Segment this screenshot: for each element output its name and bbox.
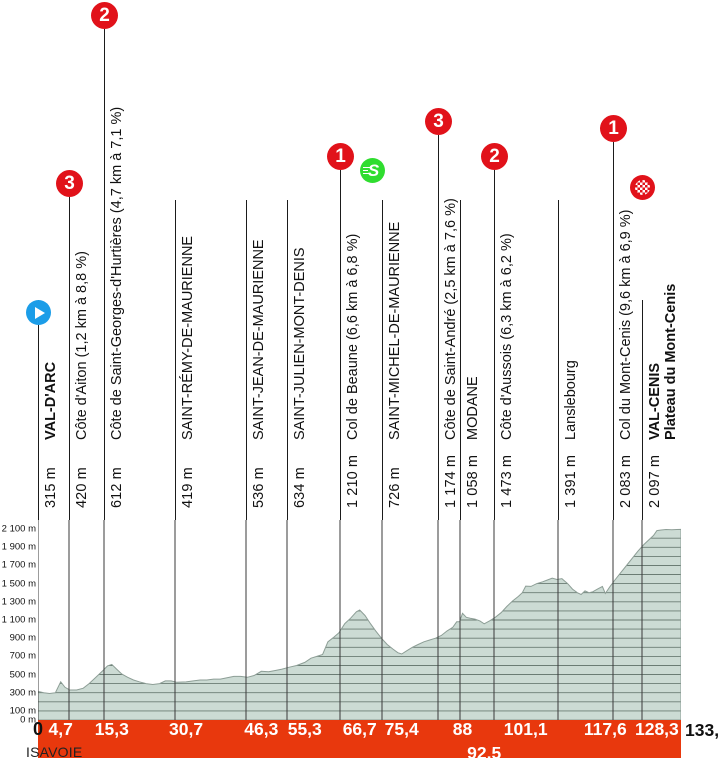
point-name: Col du Mont-Cenis (9,6 km à 6,9 %) xyxy=(618,209,634,440)
point-tick-line xyxy=(558,200,559,520)
x-axis-tick-label: 55,3 xyxy=(287,719,322,739)
x-axis-tick-label: 46,3 xyxy=(244,719,279,739)
elevation-chart: 0 m 100 m 300 m 500 m 700 m 900 m 1 100 m 1 300… xyxy=(0,520,719,768)
point-altitude: 2 097 m xyxy=(647,454,663,508)
climb-category-badge-2: 2 xyxy=(91,2,118,29)
point-tick-line xyxy=(438,135,439,520)
point-altitude: 1 210 m xyxy=(345,454,361,508)
y-axis-tick-label: 1 300 m xyxy=(1,596,36,608)
profile-svg xyxy=(38,520,681,720)
point-name: SAINT-JULIEN-MONT-DENIS xyxy=(292,247,308,440)
point-altitude: 1 473 m xyxy=(499,454,515,508)
x-axis-tick-label: 92,5 xyxy=(467,743,502,763)
profile-plot xyxy=(38,520,681,720)
point-altitude: 2 083 m xyxy=(618,454,634,508)
climb-category-badge-3: 3 xyxy=(425,108,452,135)
y-axis-tick-label: 2 100 m xyxy=(1,523,36,535)
x-axis-tick-label: 30,7 xyxy=(169,719,204,739)
x-axis-total-distance: 133,3 km xyxy=(685,720,719,740)
x-axis-tick-label: 117,6 xyxy=(583,719,627,739)
point-tick-line xyxy=(340,170,341,520)
point-altitude: 1 058 m xyxy=(465,454,481,508)
point-name: Côte d'Aussois (6,3 km à 6,2 %) xyxy=(499,233,515,440)
y-axis-tick-label: 1 900 m xyxy=(1,541,36,553)
point-name: VAL-CENIS xyxy=(647,362,663,440)
y-axis-tick-label: 100 m xyxy=(9,705,36,717)
point-name: Col de Beaune (6,6 km à 6,8 %) xyxy=(345,233,361,440)
point-name: Côte de Saint-Georges-d'Hurtières (4,7 k… xyxy=(109,106,125,440)
point-tick-line xyxy=(494,170,495,520)
point-tick-line xyxy=(382,200,383,520)
y-axis-tick-label: 1 700 m xyxy=(1,559,36,571)
point-altitude: 420 m xyxy=(74,467,90,508)
credit-label: ISAVOIE xyxy=(26,744,83,760)
stage-start-icon xyxy=(26,300,51,325)
intermediate-sprint-icon: S xyxy=(360,158,385,183)
x-axis-tick-label: 4,7 xyxy=(48,719,73,739)
point-name: SAINT-JEAN-DE-MAURIENNE xyxy=(251,239,267,440)
y-axis-tick-label: 1 500 m xyxy=(1,578,36,590)
point-name: VAL-D'ARC xyxy=(43,361,59,440)
climb-category-badge-3: 3 xyxy=(56,170,83,197)
y-axis-tick-label: 900 m xyxy=(9,632,36,644)
point-tick-line xyxy=(69,197,70,520)
point-altitude: 1 174 m xyxy=(443,454,459,508)
climb-category-badge-2: 2 xyxy=(481,143,508,170)
distance-axis-bar xyxy=(38,720,681,758)
point-name: SAINT-MICHEL-DE-MAURIENNE xyxy=(387,221,403,440)
x-axis-tick-label: 88 xyxy=(452,719,473,739)
point-altitude: 612 m xyxy=(109,467,125,508)
point-tick-line xyxy=(246,200,247,520)
point-tick-line xyxy=(175,200,176,520)
stage-finish-icon xyxy=(630,175,655,200)
point-altitude: 634 m xyxy=(292,467,308,508)
point-tick-line xyxy=(460,200,461,520)
x-axis-tick-label: 101,1 xyxy=(503,719,548,739)
point-tick-line xyxy=(613,142,614,520)
climb-category-badge-1: 1 xyxy=(600,115,627,142)
x-axis-tick-label: 75,4 xyxy=(384,719,419,739)
point-altitude: 726 m xyxy=(387,467,403,508)
x-axis-zero: 0 xyxy=(33,719,44,739)
y-axis-tick-label: 300 m xyxy=(9,687,36,699)
x-axis-tick-label: 66,7 xyxy=(342,719,377,739)
point-altitude: 536 m xyxy=(251,467,267,508)
point-name: Côte de Saint-André (2,5 km à 7,6 %) xyxy=(443,198,459,440)
point-altitude: 315 m xyxy=(43,467,59,508)
climb-category-badge-1: 1 xyxy=(327,143,354,170)
point-tick-line xyxy=(38,300,39,520)
point-name: SAINT-RÉMY-DE-MAURIENNE xyxy=(180,235,196,440)
x-axis-tick-label: 128,3 xyxy=(634,719,679,739)
point-name-secondary: Plateau du Mont-Cenis xyxy=(663,283,679,440)
point-tick-line xyxy=(104,29,105,520)
point-altitude: 419 m xyxy=(180,467,196,508)
y-axis: 0 m 100 m 300 m 500 m 700 m 900 m 1 100 m 1 300… xyxy=(0,520,38,726)
point-name: MODANE xyxy=(465,376,481,440)
x-axis-tick-label: 15,3 xyxy=(94,719,129,739)
y-axis-tick-label: 1 100 m xyxy=(1,614,36,626)
point-tick-line xyxy=(287,200,288,520)
point-altitude: 1 391 m xyxy=(563,454,579,508)
y-axis-tick-label: 500 m xyxy=(9,669,36,681)
y-axis-tick-label: 700 m xyxy=(9,650,36,662)
point-name: Lanslebourg xyxy=(563,360,579,440)
point-tick-line xyxy=(642,300,643,520)
point-name: Côte d'Aiton (1,2 km à 8,8 %) xyxy=(74,251,90,440)
y-axis-tick-label: 0 m xyxy=(20,714,36,726)
